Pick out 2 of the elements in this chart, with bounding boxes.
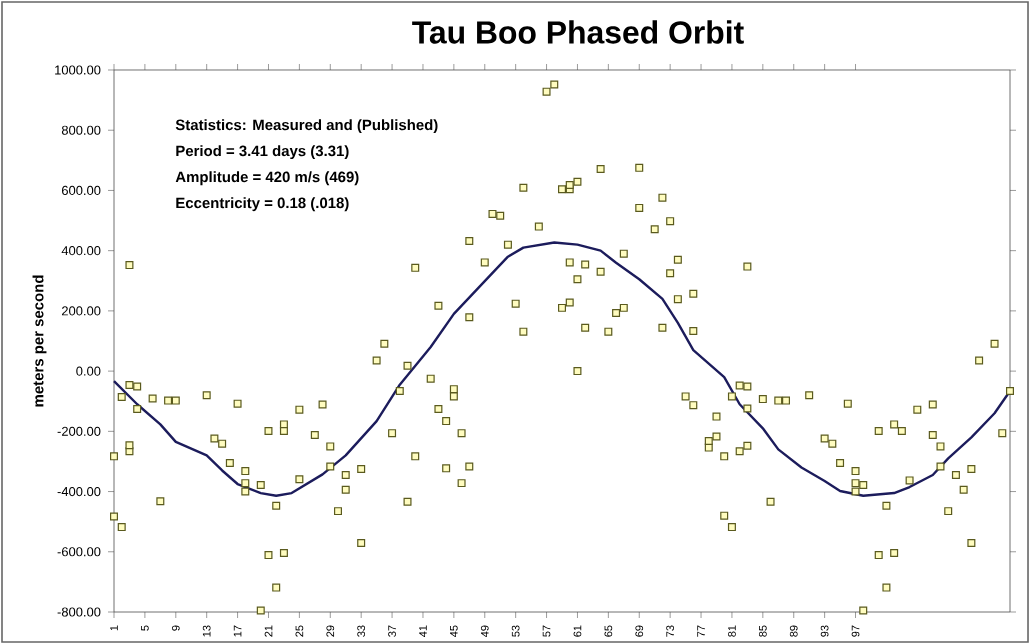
line-series bbox=[112, 241, 1012, 497]
chart-title: Tau Boo Phased Orbit bbox=[412, 20, 744, 44]
